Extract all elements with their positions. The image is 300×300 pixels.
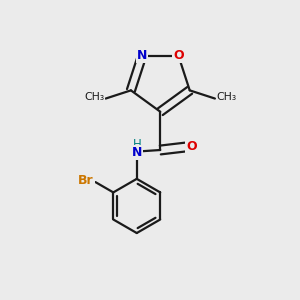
Text: N: N [137,49,147,62]
Text: O: O [187,140,197,153]
Text: CH₃: CH₃ [84,92,104,102]
Text: Br: Br [78,174,94,187]
Text: H: H [132,138,141,151]
Text: O: O [173,49,184,62]
Text: N: N [132,146,142,159]
Text: CH₃: CH₃ [216,92,236,102]
